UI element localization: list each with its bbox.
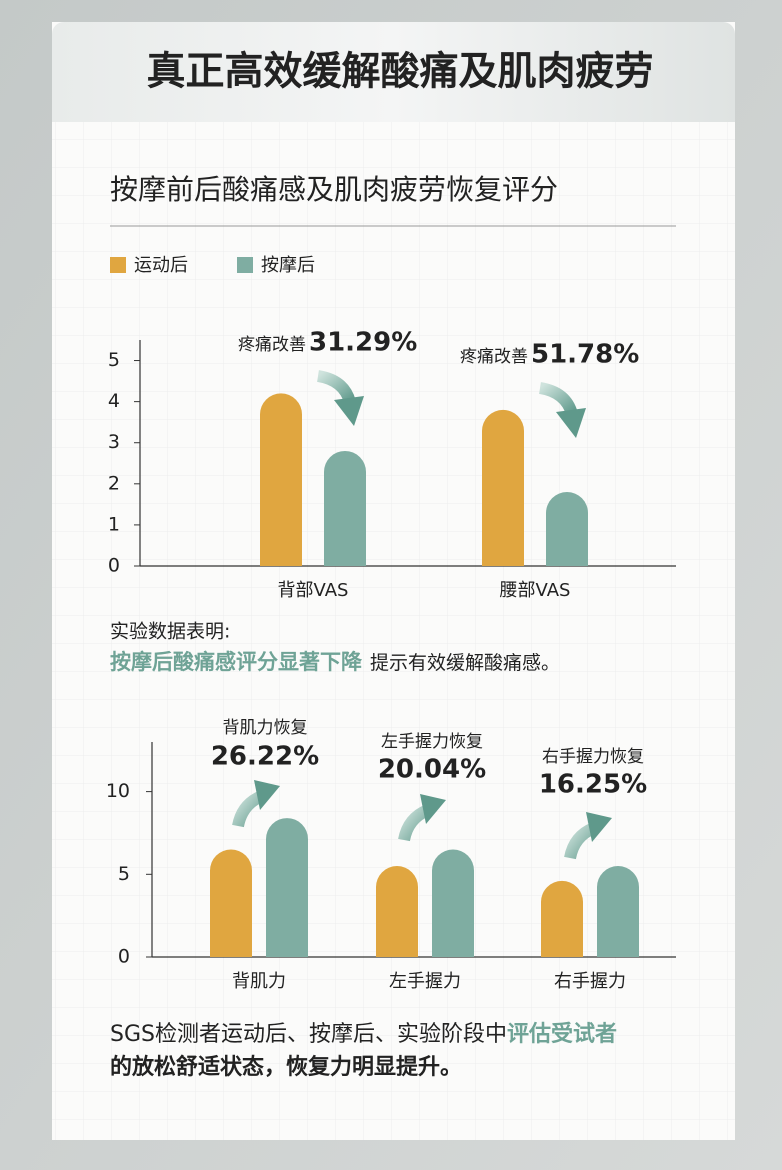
annotation-value: 31.29% bbox=[309, 328, 417, 358]
bar bbox=[324, 450, 366, 566]
y-tick-label: 5 bbox=[108, 349, 120, 371]
legend-swatch bbox=[110, 257, 126, 273]
legend-swatch bbox=[237, 257, 253, 273]
bar bbox=[597, 866, 639, 957]
annotation-value: 20.04% bbox=[378, 755, 486, 785]
annotation-label: 疼痛改善 bbox=[238, 335, 306, 355]
grid-paper bbox=[52, 122, 735, 1140]
arrow bbox=[564, 812, 612, 860]
y-tick-label: 2 bbox=[108, 472, 120, 494]
x-tick-label: 右手握力 bbox=[554, 971, 626, 992]
annotation-value: 16.25% bbox=[539, 770, 647, 800]
note-line: SGS检测者运动后、按摩后、实验阶段中评估受试者 bbox=[110, 1021, 617, 1047]
arrow bbox=[398, 794, 446, 842]
bar bbox=[482, 409, 524, 566]
y-tick-label: 0 bbox=[118, 946, 130, 968]
annotation-label: 右手握力恢复 bbox=[542, 747, 644, 767]
x-tick-label: 腰部VAS bbox=[500, 580, 571, 601]
legend-label: 运动后 bbox=[134, 255, 188, 276]
y-tick-label: 5 bbox=[118, 863, 130, 885]
subtitle: 按摩前后酸痛感及肌肉疲劳恢复评分 bbox=[110, 173, 558, 206]
arrow bbox=[232, 780, 280, 828]
note-line: 按摩后酸痛感评分显著下降 提示有效缓解酸痛感。 bbox=[110, 650, 560, 674]
bar bbox=[266, 818, 308, 957]
note-highlight: 的放松舒适状态，恢复力明显提升。 bbox=[110, 1054, 462, 1080]
y-tick-label: 0 bbox=[108, 555, 120, 577]
arrow bbox=[538, 382, 586, 438]
y-tick-label: 3 bbox=[108, 431, 120, 453]
legend-label: 按摩后 bbox=[261, 255, 315, 276]
x-tick-label: 背肌力 bbox=[232, 971, 286, 992]
title: 真正高效缓解酸痛及肌肉疲劳 bbox=[146, 50, 653, 95]
note-highlight: 按摩后酸痛感评分显著下降 bbox=[110, 650, 363, 674]
arrow-head bbox=[586, 812, 612, 842]
annotation-value: 51.78% bbox=[531, 340, 639, 370]
y-tick-label: 1 bbox=[108, 513, 120, 535]
notes: 实验数据表明: 按摩后酸痛感评分显著下降 提示有效缓解酸痛感。 SGS检测者运动后、按… bbox=[110, 621, 617, 1081]
arrow-head bbox=[334, 396, 364, 426]
annotation-label: 左手握力恢复 bbox=[381, 732, 483, 752]
annotation-value: 26.22% bbox=[211, 742, 319, 772]
bar bbox=[210, 849, 252, 957]
annotation-label: 背肌力恢复 bbox=[223, 718, 308, 738]
arrow-head bbox=[556, 408, 586, 438]
bar bbox=[260, 393, 302, 566]
bar bbox=[546, 492, 588, 566]
bar bbox=[541, 880, 583, 957]
arrow-head bbox=[254, 780, 280, 810]
header-band bbox=[52, 22, 735, 122]
bar bbox=[432, 849, 474, 957]
x-tick-label: 左手握力 bbox=[389, 971, 461, 992]
note-text: 提示有效缓解酸痛感。 bbox=[370, 652, 560, 674]
annotation-label: 疼痛改善 bbox=[460, 347, 528, 367]
arrow bbox=[316, 370, 364, 426]
note-highlight: 评估受试者 bbox=[507, 1021, 617, 1047]
bar bbox=[376, 866, 418, 957]
note-text: SGS检测者运动后、按摩后、实验阶段中 bbox=[110, 1022, 507, 1047]
note-lead: 实验数据表明: bbox=[110, 621, 230, 643]
x-tick-label: 背部VAS bbox=[278, 580, 349, 601]
y-tick-label: 10 bbox=[106, 780, 130, 802]
arrow-head bbox=[420, 794, 446, 824]
y-tick-label: 4 bbox=[108, 390, 120, 412]
